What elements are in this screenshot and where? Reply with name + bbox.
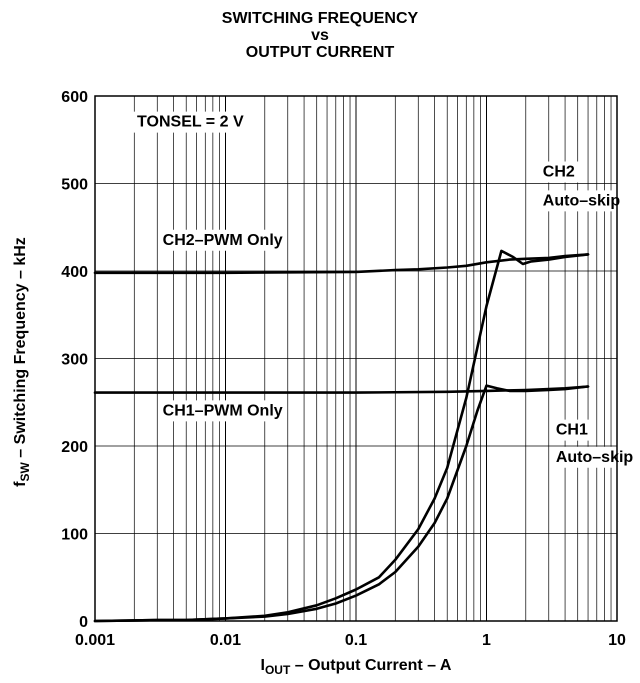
chart-title-line-3: OUTPUT CURRENT	[245, 44, 395, 61]
annotation-label: CH1–PWM Only	[163, 402, 283, 419]
series-lines	[93, 249, 590, 623]
annotation-label: TONSEL = 2 V	[137, 114, 244, 131]
y-tick-label: 600	[61, 89, 88, 106]
y-tick-label: 0	[79, 614, 88, 631]
x-axis-label: IOUT – Output Current – A	[261, 657, 452, 677]
grid-lines	[94, 95, 617, 622]
annotation-bg	[133, 111, 248, 133]
annotation-bg	[538, 161, 579, 183]
chart-title-line-1: SWITCHING FREQUENCY	[221, 10, 419, 27]
annotation-label: CH2	[543, 164, 575, 181]
annotation-bg	[551, 446, 638, 468]
x-tick-label: 0.001	[75, 632, 115, 649]
annotation-label: CH2–PWM Only	[163, 232, 283, 249]
y-tick-label: 500	[61, 177, 88, 194]
plot-frame	[94, 95, 618, 622]
annotation-bg	[158, 229, 287, 251]
series-line-3	[93, 249, 590, 623]
tick-labels: 0 100 200 300 400 500 600 0.001 0.01 0.1 1 10	[61, 89, 626, 649]
y-tick-label: 200	[61, 439, 88, 456]
series-line-4	[93, 384, 590, 623]
y-tick-label: 400	[61, 264, 88, 281]
chart-title-line-2: vs	[311, 27, 329, 44]
x-tick-label: 1	[482, 632, 491, 649]
annotation-bg	[538, 190, 625, 212]
annotation-label: CH1	[556, 422, 588, 439]
annotations: TONSEL = 2 V CH2–PWM Only CH1–PWM Only CH2 A…	[137, 114, 633, 466]
annotation-bg	[158, 400, 287, 422]
series-line-1	[93, 253, 590, 275]
x-tick-label: 0.1	[345, 632, 367, 649]
annotation-bg	[551, 419, 592, 441]
y-tick-label: 100	[61, 527, 88, 544]
annotation-backgrounds	[133, 111, 638, 468]
annotation-label: Auto–skip	[543, 192, 621, 209]
annotation-label: Auto–skip	[556, 449, 634, 466]
x-tick-label: 10	[608, 632, 626, 649]
x-tick-label: 0.01	[210, 632, 241, 649]
y-axis-label: fSW – Switching Frequency – kHz	[12, 237, 32, 487]
y-tick-label: 300	[61, 352, 88, 369]
